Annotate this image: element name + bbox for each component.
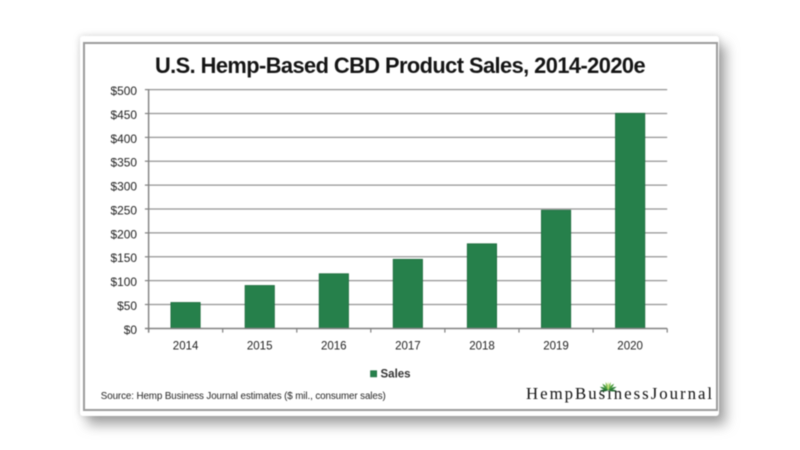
svg-text:2019: 2019 bbox=[543, 340, 569, 352]
svg-text:$0: $0 bbox=[124, 323, 138, 337]
svg-text:$250: $250 bbox=[111, 203, 138, 217]
svg-text:$500: $500 bbox=[111, 84, 138, 98]
svg-text:2014: 2014 bbox=[173, 340, 199, 352]
svg-text:Sales: Sales bbox=[381, 369, 411, 381]
svg-text:2017: 2017 bbox=[395, 340, 421, 352]
svg-text:$150: $150 bbox=[111, 251, 138, 265]
svg-text:U.S. Hemp-Based CBD Product Sa: U.S. Hemp-Based CBD Product Sales, 2014-… bbox=[155, 53, 646, 78]
svg-text:$50: $50 bbox=[117, 299, 137, 313]
svg-text:2020: 2020 bbox=[617, 340, 643, 352]
svg-text:Source: Hemp Business Journal: Source: Hemp Business Journal estimates … bbox=[101, 391, 386, 402]
svg-text:$450: $450 bbox=[111, 108, 138, 122]
svg-text:$200: $200 bbox=[111, 227, 138, 241]
svg-text:2016: 2016 bbox=[321, 340, 347, 352]
svg-text:$300: $300 bbox=[111, 180, 138, 194]
svg-text:2018: 2018 bbox=[469, 340, 495, 352]
svg-text:2015: 2015 bbox=[247, 340, 273, 352]
svg-text:$400: $400 bbox=[111, 132, 138, 146]
svg-text:$350: $350 bbox=[111, 156, 138, 170]
svg-text:HempBusinessJournal: HempBusinessJournal bbox=[526, 384, 714, 403]
svg-text:$100: $100 bbox=[111, 275, 138, 289]
